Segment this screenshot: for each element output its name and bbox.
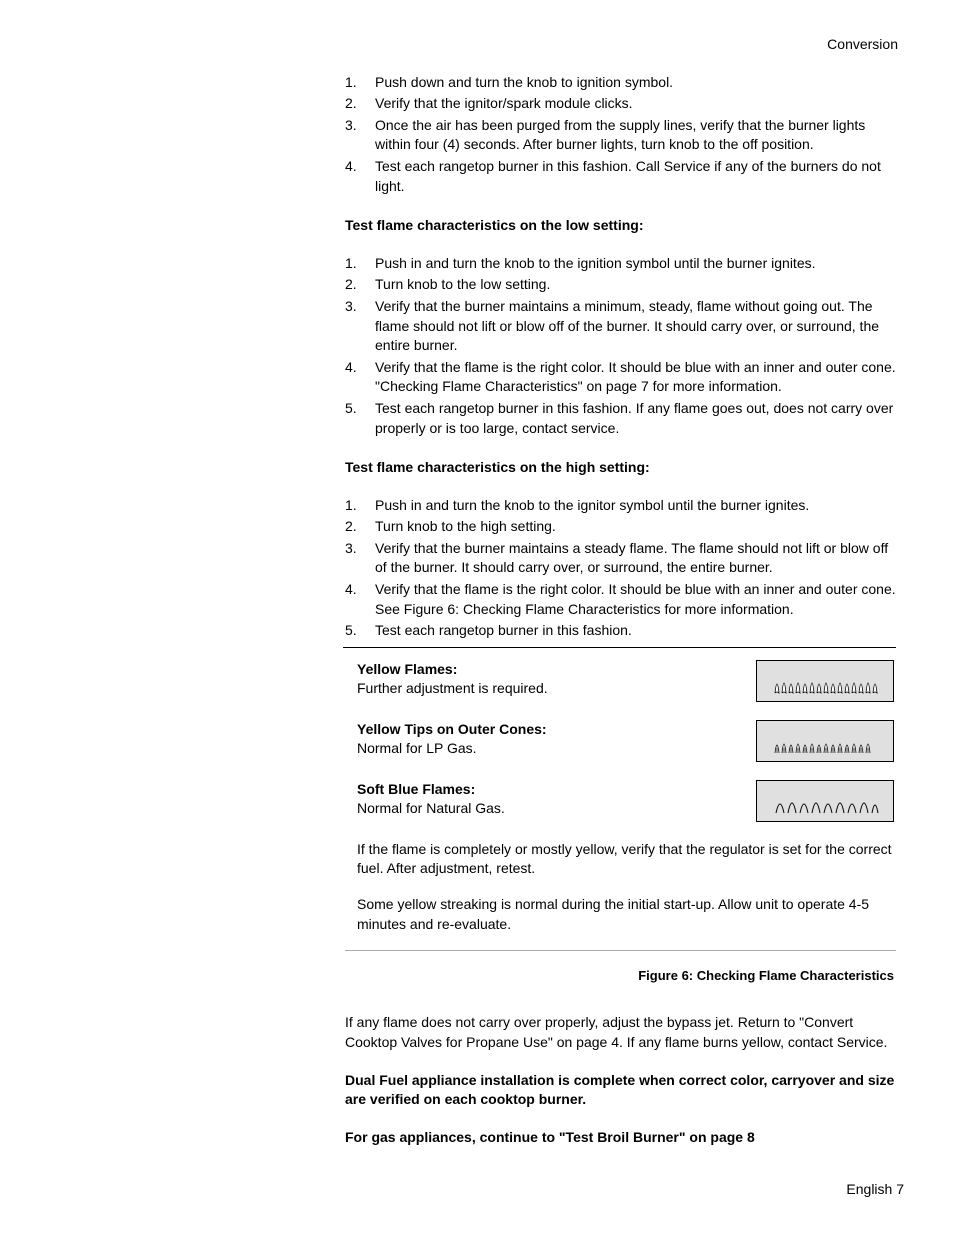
item-number: 3. [345, 297, 375, 356]
item-number: 5. [345, 399, 375, 438]
flame-row-yellow-tips: Yellow Tips on Outer Cones: Normal for L… [357, 720, 896, 762]
page-footer: English 7 [846, 1180, 904, 1200]
list-item: 4.Verify that the flame is the right col… [345, 358, 896, 397]
item-number: 2. [345, 275, 375, 295]
flame-row-soft-blue: Soft Blue Flames: Normal for Natural Gas… [357, 780, 896, 822]
flame-desc: Normal for Natural Gas. [357, 799, 756, 819]
list-item: 5.Test each rangetop burner in this fash… [345, 621, 896, 641]
item-text: Test each rangetop burner in this fashio… [375, 399, 896, 438]
flame-text: Yellow Tips on Outer Cones: Normal for L… [357, 720, 756, 759]
item-number: 4. [345, 580, 375, 619]
item-number: 1. [345, 496, 375, 516]
flame-text: Soft Blue Flames: Normal for Natural Gas… [357, 780, 756, 819]
flame-icon [770, 727, 880, 755]
flame-desc: Further adjustment is required. [357, 679, 756, 699]
list-item: 2.Turn knob to the high setting. [345, 517, 896, 537]
flame-title: Soft Blue Flames: [357, 780, 756, 800]
item-text: Turn knob to the high setting. [375, 517, 896, 537]
flame-section: Yellow Flames: Further adjustment is req… [345, 660, 896, 951]
heading-high-setting: Test flame characteristics on the high s… [345, 458, 896, 478]
item-text: Test each rangetop burner in this fashio… [375, 157, 896, 196]
item-number: 3. [345, 116, 375, 155]
item-number: 3. [345, 539, 375, 578]
list-item: 3.Verify that the burner maintains a min… [345, 297, 896, 356]
item-number: 1. [345, 254, 375, 274]
flame-icon [770, 667, 880, 695]
item-text: Verify that the ignitor/spark module cli… [375, 94, 896, 114]
item-text: Once the air has been purged from the su… [375, 116, 896, 155]
para-yellow-flame: If the flame is completely or mostly yel… [357, 840, 896, 879]
item-number: 1. [345, 73, 375, 93]
item-number: 5. [345, 621, 375, 641]
item-number: 4. [345, 358, 375, 397]
divider [345, 950, 896, 951]
item-text: Verify that the flame is the right color… [375, 580, 896, 619]
para-carryover: If any flame does not carry over properl… [345, 1013, 896, 1052]
list-item: 1.Push down and turn the knob to ignitio… [345, 73, 896, 93]
divider [343, 647, 896, 648]
para-dual-fuel: Dual Fuel appliance installation is comp… [345, 1071, 896, 1110]
item-number: 2. [345, 517, 375, 537]
list-initial: 1.Push down and turn the knob to ignitio… [345, 73, 896, 197]
list-item: 3.Verify that the burner maintains a ste… [345, 539, 896, 578]
list-item: 5.Test each rangetop burner in this fash… [345, 399, 896, 438]
list-item: 1.Push in and turn the knob to the ignit… [345, 254, 896, 274]
flame-text: Yellow Flames: Further adjustment is req… [357, 660, 756, 699]
list-item: 1.Push in and turn the knob to the ignit… [345, 496, 896, 516]
flame-illustration-yellow-tips [756, 720, 894, 762]
item-text: Verify that the burner maintains a minim… [375, 297, 896, 356]
list-item: 4.Verify that the flame is the right col… [345, 580, 896, 619]
item-text: Push in and turn the knob to the ignitor… [375, 496, 896, 516]
list-high-setting: 1.Push in and turn the knob to the ignit… [345, 496, 896, 641]
flame-icon [770, 787, 880, 815]
flame-illustration-soft-blue [756, 780, 894, 822]
page-header: Conversion [50, 35, 904, 55]
item-text: Push in and turn the knob to the ignitio… [375, 254, 896, 274]
para-gas-continue: For gas appliances, continue to "Test Br… [345, 1128, 896, 1148]
item-text: Verify that the burner maintains a stead… [375, 539, 896, 578]
list-item: 2.Turn knob to the low setting. [345, 275, 896, 295]
figure-caption: Figure 6: Checking Flame Characteristics [345, 967, 896, 985]
flame-illustration-yellow [756, 660, 894, 702]
item-text: Push down and turn the knob to ignition … [375, 73, 896, 93]
list-item: 3.Once the air has been purged from the … [345, 116, 896, 155]
list-low-setting: 1.Push in and turn the knob to the ignit… [345, 254, 896, 438]
flame-desc: Normal for LP Gas. [357, 739, 756, 759]
flame-row-yellow: Yellow Flames: Further adjustment is req… [357, 660, 896, 702]
main-content: 1.Push down and turn the knob to ignitio… [50, 73, 904, 1148]
item-text: Test each rangetop burner in this fashio… [375, 621, 896, 641]
item-number: 4. [345, 157, 375, 196]
list-item: 2.Verify that the ignitor/spark module c… [345, 94, 896, 114]
flame-title: Yellow Flames: [357, 660, 756, 680]
list-item: 4.Test each rangetop burner in this fash… [345, 157, 896, 196]
flame-title: Yellow Tips on Outer Cones: [357, 720, 756, 740]
item-number: 2. [345, 94, 375, 114]
item-text: Turn knob to the low setting. [375, 275, 896, 295]
heading-low-setting: Test flame characteristics on the low se… [345, 216, 896, 236]
para-streaking: Some yellow streaking is normal during t… [357, 895, 896, 934]
item-text: Verify that the flame is the right color… [375, 358, 896, 397]
